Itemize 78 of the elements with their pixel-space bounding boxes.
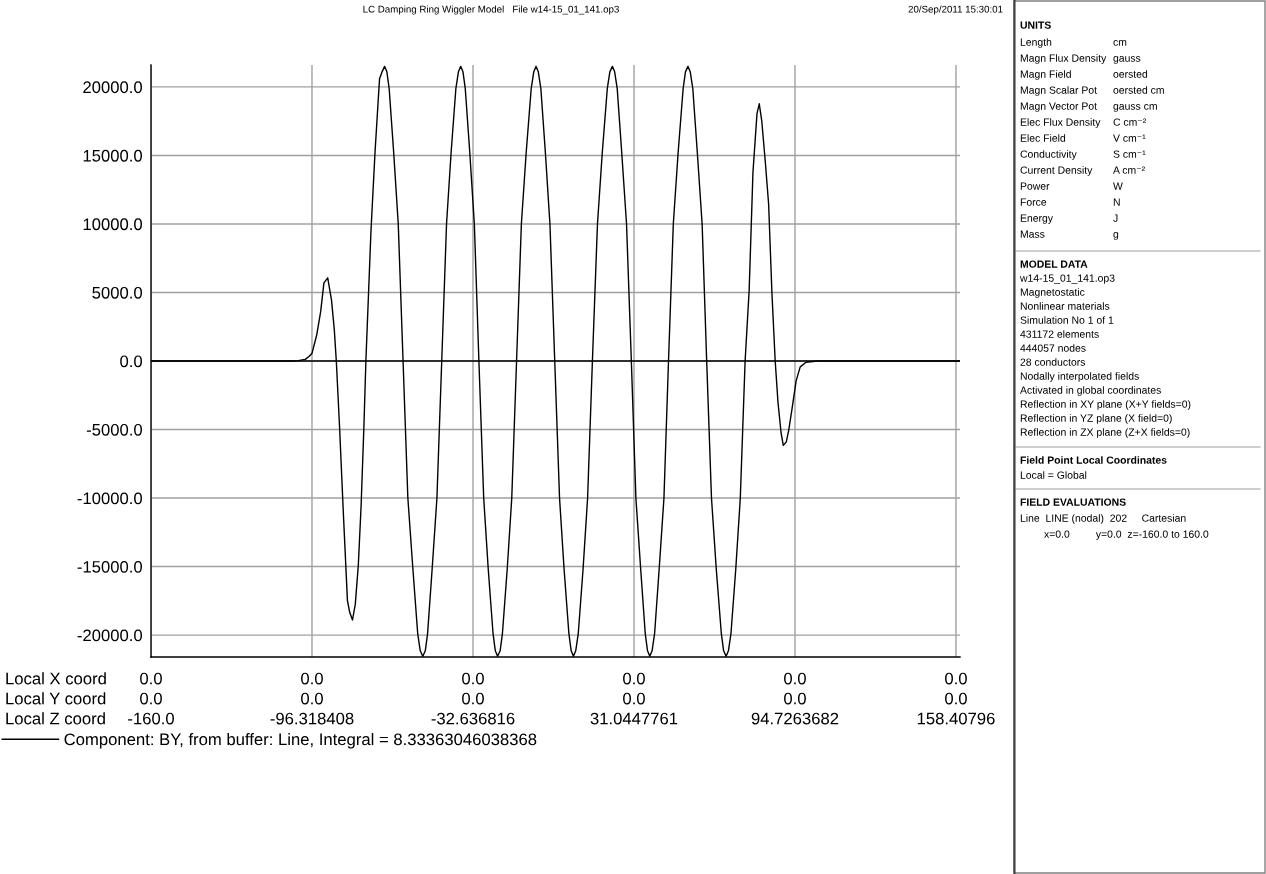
- text: oersted cm: [1113, 86, 1164, 94]
- text: gauss cm: [1113, 104, 1157, 112]
- text: S cm⁻¹: [1113, 150, 1146, 158]
- text: Mass: [1020, 230, 1045, 238]
- text: A cm⁻²: [1113, 166, 1145, 174]
- text: 0.0: [301, 692, 323, 705]
- y-tick-label: -10000.0: [77, 492, 143, 505]
- text: 0.0: [462, 672, 484, 685]
- text: cm: [1113, 40, 1127, 46]
- text: 0.0: [140, 672, 162, 685]
- text: x=0.0 y=0.0 z=-160.0 to 160.0: [1044, 530, 1209, 540]
- text: UNITS: [1020, 21, 1051, 29]
- y-tick-label: 20000.0: [83, 81, 143, 94]
- text: Magn Flux Density: [1020, 54, 1107, 64]
- text: 0.0: [462, 692, 484, 705]
- text: Activated in global coordinates: [1020, 386, 1161, 396]
- text: 0.0: [945, 692, 967, 705]
- text: Simulation No 1 of 1: [1020, 316, 1114, 324]
- y-tick-label: 10000.0: [83, 218, 143, 231]
- text: Magn Field: [1020, 70, 1071, 80]
- text: V cm⁻¹: [1113, 134, 1146, 142]
- text: J: [1113, 214, 1118, 222]
- text: Force: [1020, 198, 1047, 206]
- y-tick-label: 5000.0: [92, 286, 143, 299]
- x-tick-label: -32.636816: [431, 712, 515, 725]
- x-tick-label: 94.7263682: [751, 712, 839, 725]
- text: Reflection in YZ plane (X field=0): [1020, 414, 1172, 424]
- text: 431172 elements: [1020, 330, 1099, 338]
- text: 0.0: [301, 672, 323, 685]
- text: w14-15_01_141.op3: [1019, 274, 1115, 284]
- text: 0.0: [623, 672, 645, 685]
- text: Magn Vector Pot: [1020, 102, 1097, 112]
- text: Local = Global: [1020, 471, 1087, 479]
- text: N: [1113, 198, 1120, 206]
- text: Line LINE (nodal) 202 Cartesian: [1020, 514, 1186, 524]
- x-axis-title: Local Z coord: [6, 712, 105, 725]
- text: 20/Sep/2011 15:30:01: [908, 5, 1003, 15]
- text: Elec Field: [1020, 134, 1066, 142]
- text: 28 conductors: [1020, 358, 1086, 366]
- text: FIELD EVALUATIONS: [1020, 498, 1126, 506]
- y-tick-label: 0.0: [120, 355, 143, 368]
- text: Field Point Local Coordinates: [1020, 456, 1167, 464]
- text: 444057 nodes: [1020, 344, 1086, 352]
- text: Energy: [1020, 214, 1053, 224]
- y-tick-label: 15000.0: [83, 149, 143, 162]
- y-tick-label: -5000.0: [86, 423, 143, 436]
- text: Current Density: [1020, 166, 1093, 176]
- text: oersted: [1113, 70, 1148, 78]
- x-tick-label: -160.0: [128, 712, 174, 725]
- text: 0.0: [140, 692, 162, 705]
- text: gauss: [1113, 56, 1141, 64]
- text: Local X coord: [6, 672, 106, 685]
- text: 0.0: [945, 672, 967, 685]
- text: Nonlinear materials: [1020, 302, 1110, 310]
- text: Reflection in XY plane (X+Y fields=0): [1020, 400, 1191, 410]
- text: MODEL DATA: [1020, 260, 1088, 268]
- text: W: [1113, 182, 1123, 190]
- text: Conductivity: [1020, 150, 1077, 160]
- text: Power: [1020, 182, 1050, 190]
- x-tick-label: 31.0447761: [590, 712, 678, 725]
- text: Elec Flux Density: [1020, 118, 1101, 128]
- text: Length: [1020, 38, 1052, 48]
- x-tick-label: 158.40796: [917, 712, 995, 725]
- x-tick-label: -96.318408: [270, 712, 354, 725]
- text: C cm⁻²: [1113, 118, 1147, 126]
- chart-title: LC Damping Ring Wiggler Model File w14-15_01_141.op3: [363, 5, 619, 15]
- text: 0.0: [784, 692, 806, 705]
- text: Magnetostatic: [1020, 288, 1085, 298]
- legend-label: Component: BY, from buffer: Line, Integral = 8.33363046038368: [64, 733, 537, 749]
- text: Nodally interpolated fields: [1020, 372, 1139, 382]
- text: Local Y coord: [6, 692, 106, 705]
- text: g: [1113, 232, 1119, 240]
- y-tick-label: -20000.0: [77, 629, 143, 642]
- text: Magn Scalar Pot: [1020, 86, 1097, 96]
- y-tick-label: -15000.0: [77, 560, 143, 573]
- text: 0.0: [784, 672, 806, 685]
- text: 0.0: [623, 692, 645, 705]
- text: Reflection in ZX plane (Z+X fields=0): [1020, 428, 1190, 438]
